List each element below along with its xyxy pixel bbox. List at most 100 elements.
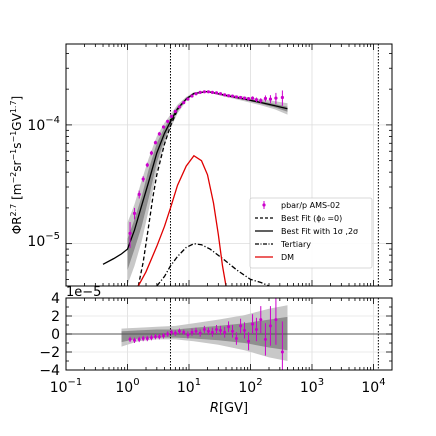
data-point [132, 211, 137, 215]
residual-y-tick-labels: 4 2 0 −2 −4 [39, 291, 60, 379]
legend-label-dm: DM [281, 253, 294, 262]
residual-point [251, 322, 255, 326]
residual-point [259, 318, 263, 322]
residual-point [274, 318, 278, 322]
residual-point [153, 335, 157, 339]
y-tick-label-1e-5: 10−5 [27, 231, 60, 250]
residual-point [268, 324, 272, 328]
series-line-solid-dm [137, 154, 227, 286]
residual-point [214, 328, 218, 331]
legend: pbar/p AMS-02 Best Fit (ϕ₀ =0) Best Fit … [249, 197, 373, 269]
data-point [194, 92, 198, 96]
residual-point [145, 337, 149, 340]
legend-box [249, 197, 373, 269]
data-point [161, 125, 166, 129]
legend-label-bestfit-sigma: Best Fit with 1σ ,2σ [281, 227, 358, 236]
residual-y-tick-label: −2 [39, 345, 60, 361]
main-vertical-lines [169, 44, 379, 286]
legend-entry-bestfit-sigma: Best Fit with 1σ ,2σ [255, 227, 358, 236]
data-point [145, 163, 149, 167]
residual-point [234, 337, 238, 340]
legend-label-tertiary: Tertiary [280, 240, 311, 249]
x-tick-label: 10−1 [50, 377, 83, 396]
residual-point [243, 328, 247, 332]
data-point [218, 92, 223, 96]
y-tick-label-1e-4: 10−4 [27, 115, 60, 134]
residual-point [157, 335, 161, 339]
main-plot-frame [65, 43, 393, 287]
residual-panel: 1e−5 4 2 0 −2 −4 10−1 100 101 102 103 104 R[GV] [39, 285, 393, 416]
x-tick-label: 100 [115, 377, 139, 396]
data-point [137, 192, 141, 196]
residual-y-tick-label: 4 [51, 291, 60, 307]
data-point [157, 132, 161, 136]
residual-y-tick-label: 2 [51, 309, 60, 325]
data-point [177, 105, 182, 109]
data-point [206, 90, 211, 94]
data-point [230, 94, 235, 98]
residual-point [170, 330, 174, 334]
residual-point [166, 332, 170, 336]
residual-point [223, 330, 227, 334]
data-point [263, 96, 268, 101]
legend-marker-ams02-dot [262, 203, 266, 207]
data-point [280, 95, 284, 100]
residual-point [202, 328, 206, 331]
x-tick-label: 101 [177, 377, 201, 396]
residual-point [231, 329, 235, 333]
main-panel: 10−4 10−5 ΦR2.7 [m−2sr−1s−1GV1.7] pbar/p… [9, 43, 393, 287]
data-point [274, 96, 278, 100]
legend-label-ams02: pbar/p AMS-02 [281, 201, 340, 210]
residual-point [280, 350, 284, 354]
legend-entry-bestfit-phi0: Best Fit (ϕ₀ =0) [255, 214, 342, 223]
data-point [169, 114, 174, 118]
residual-plot-frame [65, 297, 393, 371]
residual-point [247, 339, 251, 343]
residual-point [210, 330, 214, 334]
data-point [214, 91, 219, 95]
data-point [210, 90, 214, 94]
data-point [198, 90, 202, 94]
data-point [250, 96, 255, 100]
residual-point [198, 331, 202, 335]
data-point [259, 99, 263, 103]
data-point [246, 97, 251, 101]
data-point [149, 151, 154, 155]
y-axis-label: ΦR2.7 [m−2sr−1s−1GV1.7] [9, 96, 24, 235]
residual-point [194, 329, 198, 333]
x-tick-label: 102 [238, 377, 262, 396]
residual-point [206, 329, 210, 333]
residual-point [186, 333, 190, 337]
data-point [202, 90, 206, 94]
legend-entry-dm: DM [255, 253, 294, 262]
x-tick-labels: 10−1 100 101 102 103 104 [50, 377, 386, 396]
series-line-dashdot [156, 243, 270, 286]
residual-offset-label: 1e−5 [66, 285, 101, 300]
data-point [226, 94, 231, 98]
residual-point [141, 337, 145, 340]
x-axis-label: R[GV] [210, 401, 248, 416]
data-point [186, 97, 190, 101]
data-point [182, 101, 186, 105]
data-point [223, 93, 227, 97]
data-point [166, 119, 170, 124]
residual-point [254, 328, 258, 331]
x-tick-label: 103 [300, 377, 324, 396]
residual-point [177, 329, 181, 333]
legend-entry-tertiary: Tertiary [255, 240, 311, 249]
residual-y-tick-label: 0 [51, 327, 60, 343]
residual-data-points [128, 298, 284, 370]
data-point [190, 94, 194, 98]
residual-y-tick-label: −4 [39, 363, 60, 379]
series-line-dashed [137, 92, 195, 286]
x-tick-label: 104 [361, 377, 385, 396]
residual-point [137, 337, 141, 341]
residual-point [162, 334, 166, 338]
data-point [173, 109, 177, 113]
data-point [242, 96, 247, 100]
residual-point [173, 331, 177, 335]
residual-point [133, 338, 137, 342]
data-point [254, 98, 259, 102]
residual-point [149, 336, 153, 340]
